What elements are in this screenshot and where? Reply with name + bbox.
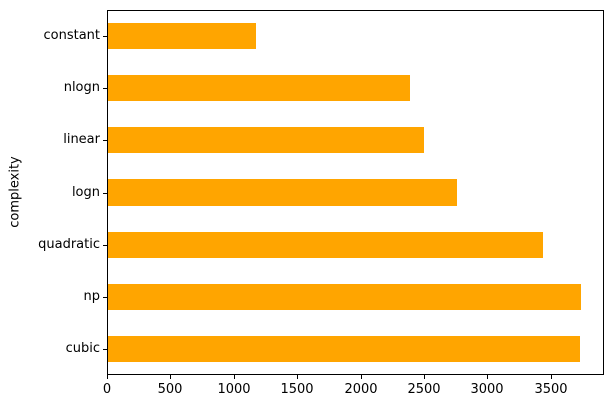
y-tick-mark-quadratic bbox=[103, 245, 107, 246]
x-tick-mark-2000 bbox=[361, 375, 362, 379]
x-tick-mark-3500 bbox=[551, 375, 552, 379]
x-tick-label-500: 500 bbox=[157, 382, 183, 397]
y-tick-label-logn: logn bbox=[71, 185, 100, 200]
y-tick-label-nlogn: nlogn bbox=[63, 80, 100, 95]
x-tick-label-1500: 1500 bbox=[280, 382, 314, 397]
y-tick-mark-nlogn bbox=[103, 88, 107, 89]
bar-cubic bbox=[108, 335, 580, 362]
y-tick-label-constant: constant bbox=[43, 28, 100, 43]
x-tick-mark-0 bbox=[107, 375, 108, 379]
y-tick-mark-cubic bbox=[103, 349, 107, 350]
y-tick-mark-linear bbox=[103, 140, 107, 141]
y-tick-mark-logn bbox=[103, 193, 107, 194]
x-tick-label-1000: 1000 bbox=[217, 382, 251, 397]
bar-logn bbox=[108, 179, 457, 206]
x-tick-mark-3000 bbox=[487, 375, 488, 379]
x-tick-mark-2500 bbox=[424, 375, 425, 379]
bar-constant bbox=[108, 23, 256, 50]
x-tick-label-2500: 2500 bbox=[407, 382, 441, 397]
x-tick-mark-500 bbox=[170, 375, 171, 379]
bar-np bbox=[108, 283, 581, 310]
y-axis-label: complexity bbox=[7, 156, 23, 228]
x-tick-mark-1000 bbox=[234, 375, 235, 379]
bar-quadratic bbox=[108, 231, 543, 258]
bar-linear bbox=[108, 127, 424, 154]
y-tick-label-cubic: cubic bbox=[65, 341, 100, 356]
y-tick-label-np: np bbox=[83, 289, 101, 304]
plot-area bbox=[107, 10, 604, 375]
bar-nlogn bbox=[108, 75, 410, 102]
x-tick-mark-1500 bbox=[297, 375, 298, 379]
x-tick-label-2000: 2000 bbox=[344, 382, 378, 397]
x-tick-label-3500: 3500 bbox=[534, 382, 568, 397]
y-tick-mark-constant bbox=[103, 36, 107, 37]
x-tick-label-3000: 3000 bbox=[470, 382, 504, 397]
y-tick-label-linear: linear bbox=[63, 132, 100, 147]
x-tick-label-0: 0 bbox=[102, 382, 112, 397]
y-tick-label-quadratic: quadratic bbox=[38, 237, 100, 252]
y-tick-mark-np bbox=[103, 297, 107, 298]
